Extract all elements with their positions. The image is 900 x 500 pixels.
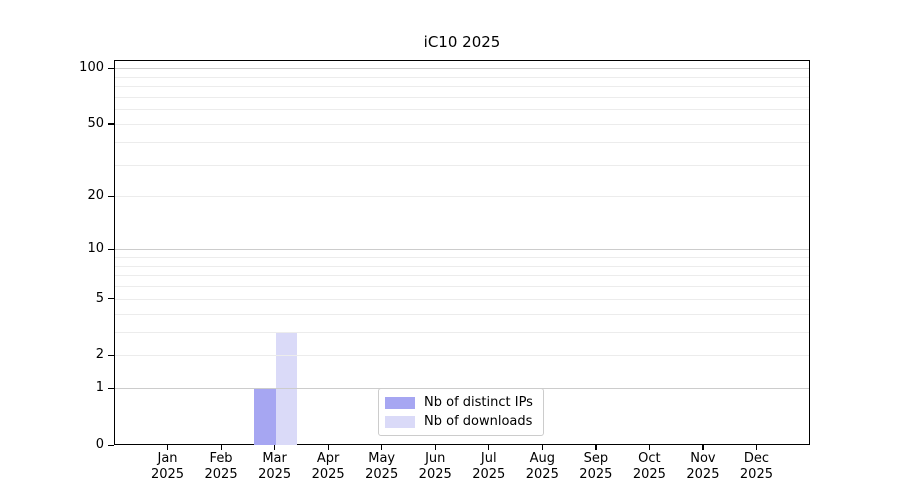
x-tick-label-nov: Nov 2025 xyxy=(675,451,731,483)
chart-title: iC10 2025 xyxy=(423,33,501,51)
grid-line-10 xyxy=(115,249,809,251)
x-tick-year: 2025 xyxy=(472,467,506,482)
x-tick-label-apr: Apr 2025 xyxy=(300,451,356,483)
x-tick-month: Jul xyxy=(480,451,497,466)
grid-line-50 xyxy=(115,123,809,125)
grid-line-80 xyxy=(115,86,809,88)
bar-nb-of-distinct-ips-mar xyxy=(254,388,276,445)
x-tick-label-sep: Sep 2025 xyxy=(568,451,624,483)
x-tick-month: Jan xyxy=(157,451,178,466)
y-tick-mark-5 xyxy=(108,298,114,300)
y-tick-mark-0 xyxy=(108,444,114,446)
y-tick-mark-100 xyxy=(108,67,114,69)
y-tick-label-100: 100 xyxy=(79,60,104,76)
x-tick-year: 2025 xyxy=(150,467,185,482)
x-tick-month: Feb xyxy=(209,451,233,466)
grid-line-6 xyxy=(115,286,809,288)
x-tick-label-jan: Jan 2025 xyxy=(140,451,196,483)
grid-line-7 xyxy=(115,275,809,277)
x-tick-year: 2025 xyxy=(258,467,292,482)
x-tick-month: Sep xyxy=(583,451,609,466)
grid-line-5 xyxy=(115,298,809,300)
x-tick-month: Aug xyxy=(529,451,555,466)
y-tick-label-20: 20 xyxy=(87,188,104,204)
y-tick-mark-1 xyxy=(108,387,114,390)
legend-swatch-downloads xyxy=(385,415,415,428)
x-tick-mark-feb xyxy=(220,445,222,450)
x-tick-mark-jun xyxy=(434,445,436,450)
legend-swatch-distinct-ips xyxy=(385,396,415,409)
y-tick-label-0: 0 xyxy=(95,437,104,452)
y-tick-mark-2 xyxy=(108,354,114,356)
x-tick-year: 2025 xyxy=(204,467,238,482)
grid-line-90 xyxy=(115,76,809,78)
y-tick-label-1: 1 xyxy=(95,380,104,396)
grid-line-4 xyxy=(115,313,809,315)
y-tick-label-50: 50 xyxy=(87,115,104,131)
x-tick-label-may: May 2025 xyxy=(354,451,410,483)
x-tick-year: 2025 xyxy=(418,467,452,482)
x-tick-label-mar: Mar 2025 xyxy=(247,451,303,483)
x-tick-month: Apr xyxy=(316,451,340,466)
x-tick-mark-nov xyxy=(702,445,704,450)
grid-line-9 xyxy=(115,257,809,258)
legend-item-distinct-ips: Nb of distinct IPs xyxy=(385,395,535,410)
grid-line-3 xyxy=(115,331,809,333)
x-tick-mark-jan xyxy=(167,445,169,450)
x-tick-label-jul: Jul 2025 xyxy=(461,451,517,483)
x-tick-month: Nov xyxy=(690,451,716,466)
x-tick-month: May xyxy=(368,451,396,466)
legend-label-downloads: Nb of downloads xyxy=(424,414,533,429)
grid-line-30 xyxy=(115,164,809,166)
grid-line-8 xyxy=(115,265,809,267)
y-tick-mark-10 xyxy=(108,248,114,250)
y-tick-label-2: 2 xyxy=(95,347,104,363)
x-tick-label-jun: Jun 2025 xyxy=(407,451,463,483)
x-tick-mark-mar xyxy=(274,445,276,450)
x-tick-year: 2025 xyxy=(365,467,399,482)
grid-line-70 xyxy=(115,96,809,98)
y-tick-label-5: 5 xyxy=(95,290,104,306)
x-tick-mark-jul xyxy=(488,445,490,450)
x-tick-mark-oct xyxy=(648,445,651,450)
y-tick-mark-20 xyxy=(108,195,114,198)
x-tick-year: 2025 xyxy=(525,467,559,482)
x-tick-mark-dec xyxy=(755,445,758,450)
legend-label-distinct-ips: Nb of distinct IPs xyxy=(424,395,533,410)
x-tick-year: 2025 xyxy=(311,467,345,482)
grid-line-100 xyxy=(115,68,809,70)
legend-item-downloads: Nb of downloads xyxy=(385,414,535,429)
x-tick-label-feb: Feb 2025 xyxy=(193,451,249,483)
x-tick-mark-sep xyxy=(595,445,597,450)
x-tick-year: 2025 xyxy=(739,467,773,482)
legend: Nb of distinct IPs Nb of downloads xyxy=(378,388,544,436)
x-tick-month: Mar xyxy=(262,451,287,466)
grid-line-20 xyxy=(115,196,809,198)
x-tick-month: Jun xyxy=(425,451,446,466)
x-tick-label-dec: Dec 2025 xyxy=(728,451,784,483)
x-tick-month: Dec xyxy=(743,451,770,466)
grid-line-2 xyxy=(115,355,809,357)
x-tick-year: 2025 xyxy=(579,467,613,482)
x-tick-month: Oct xyxy=(638,451,661,466)
bar-nb-of-downloads-mar xyxy=(275,331,298,445)
x-tick-label-aug: Aug 2025 xyxy=(514,451,570,483)
x-tick-mark-may xyxy=(381,445,383,450)
x-tick-year: 2025 xyxy=(632,467,666,482)
x-tick-label-oct: Oct 2025 xyxy=(621,451,677,483)
grid-line-40 xyxy=(115,141,809,143)
y-tick-label-10: 10 xyxy=(87,241,104,257)
x-tick-mark-aug xyxy=(541,445,543,450)
plot-area xyxy=(114,60,810,445)
grid-line-60 xyxy=(115,109,809,111)
x-tick-mark-apr xyxy=(327,445,329,450)
y-tick-mark-50 xyxy=(108,123,114,125)
x-tick-year: 2025 xyxy=(686,467,720,482)
